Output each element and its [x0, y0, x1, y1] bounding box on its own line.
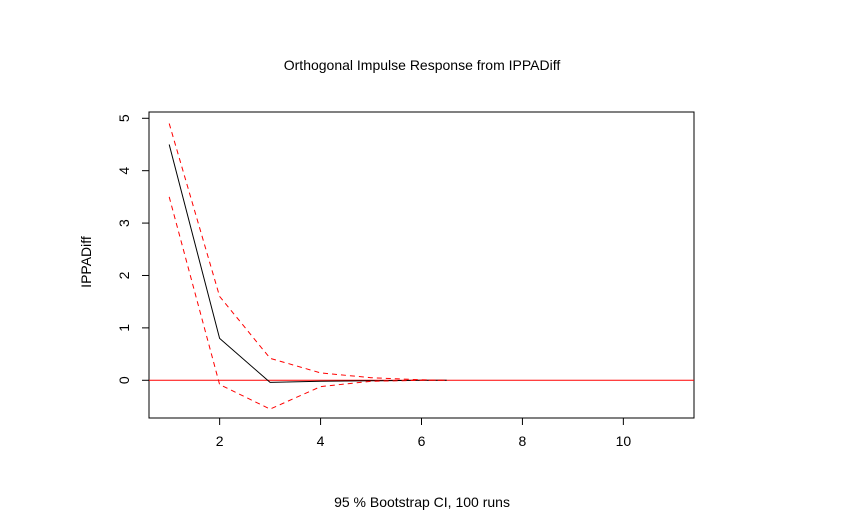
x-axis-label: 95 % Bootstrap CI, 100 runs	[334, 494, 510, 510]
y-axis-label: IPPADiff	[78, 236, 94, 288]
y-tick-label: 0	[116, 376, 132, 384]
x-tick-label: 10	[616, 433, 632, 449]
response-line	[168, 144, 447, 383]
x-tick-label: 2	[216, 433, 224, 449]
y-tick-label: 3	[116, 219, 132, 227]
y-tick-label: 5	[116, 114, 132, 122]
y-tick-label: 1	[116, 324, 132, 332]
x-tick-label: 6	[418, 433, 426, 449]
x-tick-label: 8	[519, 433, 527, 449]
axes: 2 4 6 8 10 0 1 2 3 4 5	[116, 114, 631, 449]
chart-title: Orthogonal Impulse Response from IPPADif…	[284, 57, 561, 73]
upper-ci-line	[168, 123, 447, 381]
y-tick-label: 2	[116, 271, 132, 279]
plot-frame	[148, 111, 695, 419]
lower-ci-line	[168, 196, 447, 410]
x-tick-label: 4	[317, 433, 325, 449]
chart-marks	[149, 123, 694, 410]
y-tick-label: 4	[116, 167, 132, 175]
